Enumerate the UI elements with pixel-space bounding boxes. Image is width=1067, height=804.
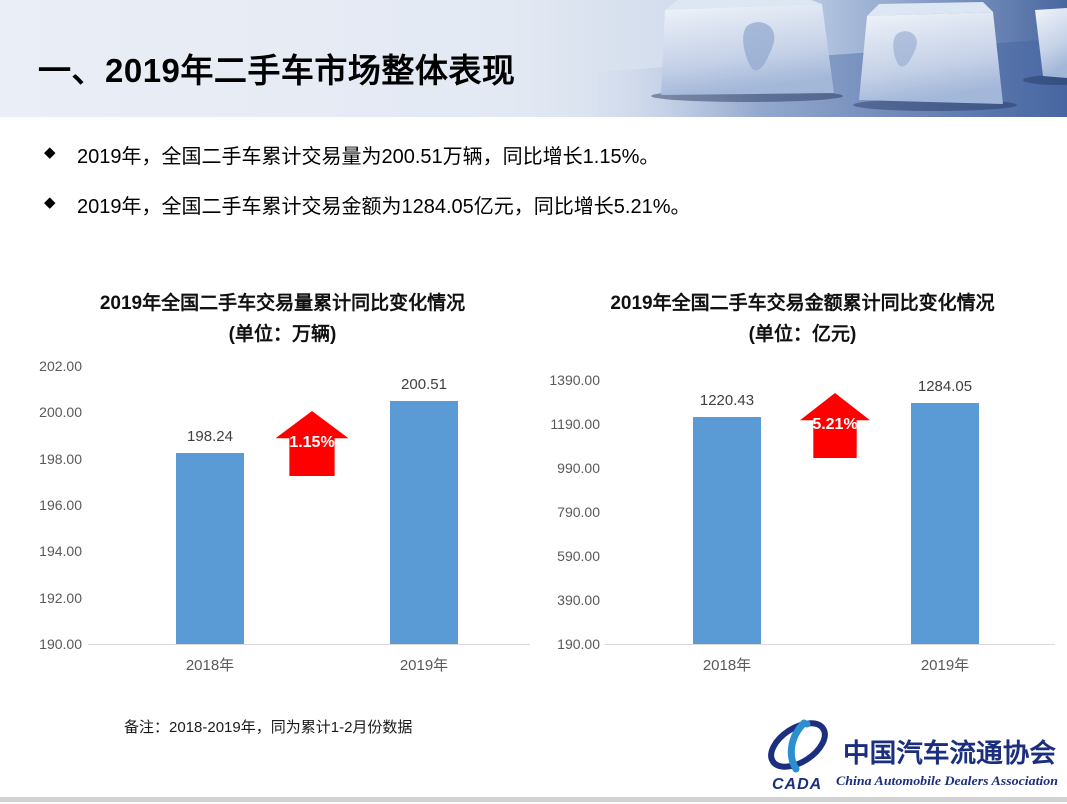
y-axis-tick: 1190.00 xyxy=(550,416,600,432)
bullet-list: ◆ 2019年，全国二手车累计交易量为200.51万辆，同比增长1.15%。 ◆… xyxy=(44,140,691,240)
bar xyxy=(176,453,244,644)
chart-title: 2019年全国二手车交易量累计同比变化情况 xyxy=(99,293,466,314)
y-axis-tick: 590.00 xyxy=(557,548,600,564)
y-axis-tick: 390.00 xyxy=(557,592,600,608)
diamond-bullet-icon: ◆ xyxy=(44,194,56,211)
y-axis-tick: 192.00 xyxy=(39,589,82,606)
bullet-item: ◆ 2019年，全国二手车累计交易量为200.51万辆，同比增长1.15%。 xyxy=(44,140,691,169)
bar-value-label: 200.51 xyxy=(401,375,447,393)
category-label: 2019年 xyxy=(399,657,449,674)
cada-logo-image: CADA 中国汽车流通协会 China Automobile Dealers A… xyxy=(768,719,1058,793)
bullet-item: ◆ 2019年，全国二手车累计交易金额为1284.05亿元，同比增长5.21%。 xyxy=(44,190,691,219)
cube-graphic xyxy=(651,0,843,102)
bar xyxy=(911,403,979,644)
chart-title: 2019年全国二手车交易金额累计同比变化情况 xyxy=(610,293,995,314)
y-axis-tick: 1390.00 xyxy=(549,372,600,388)
cube-graphic xyxy=(853,2,1017,111)
volume-chart: 2019年全国二手车交易量累计同比变化情况 (单位：万辆) 202.00 200.… xyxy=(30,282,535,712)
y-axis-tick: 196.00 xyxy=(39,497,82,513)
growth-arrow-label: 5.21% xyxy=(812,416,858,433)
chart-subtitle: (单位：万辆) xyxy=(228,324,337,345)
y-axis-tick: 194.00 xyxy=(39,543,82,560)
bar-value-label: 1220.43 xyxy=(699,392,755,410)
plot-area: 1390.00 1190.00 990.00 790.00 590.00 390.00 19… xyxy=(545,282,1060,712)
cube-graphic xyxy=(1023,8,1067,85)
plot-area: 202.00 200.00 198.00 196.00 194.00 192.00 190.… xyxy=(30,282,535,712)
bar-value-label: 198.24 xyxy=(187,428,233,446)
amount-chart: 2019年全国二手车交易金额累计同比变化情况 (单位：亿元) 1390.00 11… xyxy=(545,282,1060,712)
bar xyxy=(390,400,458,644)
growth-arrow-label: 1.15% xyxy=(289,434,335,451)
footnote: 备注：2018-2019年，同为累计1-2月份数据 xyxy=(124,719,413,736)
y-axis-tick: 190.00 xyxy=(39,636,82,652)
y-axis-tick: 790.00 xyxy=(557,504,600,520)
cada-logo-mark-icon: CADA xyxy=(768,719,828,793)
bullet-text: 2019年，全国二手车累计交易金额为1284.05亿元，同比增长5.21%。 xyxy=(77,196,691,218)
logo-acronym: CADA xyxy=(772,776,822,793)
diamond-bullet-icon: ◆ xyxy=(44,144,56,161)
bullet-text: 2019年，全国二手车累计交易量为200.51万辆，同比增长1.15%。 xyxy=(77,146,660,168)
y-axis-tick: 190.00 xyxy=(557,636,600,652)
y-axis-tick: 198.00 xyxy=(39,450,82,467)
bottom-strip xyxy=(0,797,1067,802)
growth-up-arrow-icon: 1.15% xyxy=(275,411,349,476)
chart-subtitle: (单位：亿元) xyxy=(748,324,857,345)
slide-header: 一、2019年二手车市场整体表现 xyxy=(0,0,1067,117)
blue-cubes-image xyxy=(597,0,1067,117)
logo-name-en: China Automobile Dealers Association xyxy=(836,773,1058,788)
x-axis-line xyxy=(88,644,530,645)
x-axis-line xyxy=(605,644,1055,645)
category-label: 2018年 xyxy=(185,657,235,674)
category-label: 2018年 xyxy=(702,657,752,674)
cada-logo: CADA 中国汽车流通协会 China Automobile Dealers A… xyxy=(758,718,1058,793)
y-axis-tick: 200.00 xyxy=(39,404,82,421)
category-label: 2019年 xyxy=(920,657,970,674)
bar-value-label: 1284.05 xyxy=(917,378,973,396)
logo-name-zh: 中国汽车流通协会 xyxy=(843,738,1056,768)
page-title: 一、2019年二手车市场整体表现 xyxy=(38,52,516,89)
y-axis-tick: 202.00 xyxy=(39,358,82,374)
growth-up-arrow-icon: 5.21% xyxy=(800,393,870,458)
y-axis-tick: 990.00 xyxy=(557,460,600,476)
bar xyxy=(693,417,761,644)
